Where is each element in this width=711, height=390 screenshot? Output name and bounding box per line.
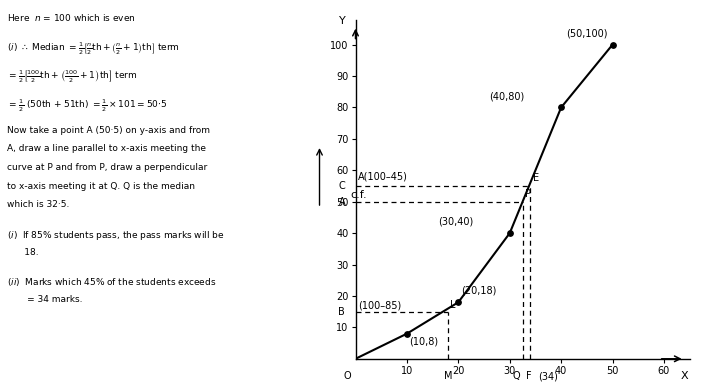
Text: which is 32·5.: which is 32·5. [7, 200, 70, 209]
Text: P: P [525, 189, 531, 199]
Text: $(ii)$  Marks which 45% of the students exceeds: $(ii)$ Marks which 45% of the students e… [7, 276, 216, 288]
Text: B: B [338, 307, 346, 317]
Text: E: E [533, 173, 539, 183]
Point [401, 331, 412, 337]
Text: = 34 marks.: = 34 marks. [7, 295, 82, 304]
Text: (34): (34) [538, 371, 558, 381]
Text: c.f.: c.f. [351, 190, 368, 200]
Text: Y: Y [339, 16, 346, 26]
Text: 18.: 18. [7, 248, 38, 257]
Text: (50,100): (50,100) [566, 28, 607, 38]
Text: O: O [344, 371, 352, 381]
Text: X: X [680, 371, 688, 381]
Text: F: F [526, 371, 532, 381]
Text: Now take a point A (50·5) on y-axis and from: Now take a point A (50·5) on y-axis and … [7, 126, 210, 135]
Text: (40,80): (40,80) [489, 91, 525, 101]
Text: (10,8): (10,8) [410, 336, 439, 346]
Text: (100–85): (100–85) [358, 300, 401, 310]
Text: (20,18): (20,18) [461, 286, 496, 296]
Text: $(i)$ $\therefore$ Median $= \frac{1}{2}\left[\frac{n}{2}\mathrm{th}+\left(\frac: $(i)$ $\therefore$ Median $= \frac{1}{2}… [7, 40, 180, 57]
Point [453, 299, 464, 305]
Text: curve at P and from P, draw a perpendicular: curve at P and from P, draw a perpendicu… [7, 163, 208, 172]
Text: A: A [338, 197, 346, 207]
Point [555, 105, 567, 111]
Text: C: C [338, 181, 346, 191]
Text: $(i)$  If 85% students pass, the pass marks will be: $(i)$ If 85% students pass, the pass mar… [7, 229, 225, 242]
Text: to x-axis meeting it at Q. Q is the median: to x-axis meeting it at Q. Q is the medi… [7, 182, 195, 191]
Text: A(100–45): A(100–45) [358, 171, 408, 181]
Text: M: M [444, 371, 452, 381]
Text: Q: Q [513, 371, 520, 381]
Point [607, 41, 619, 48]
Text: Here  $n$ = 100 which is even: Here $n$ = 100 which is even [7, 12, 136, 23]
Text: (30,40): (30,40) [438, 217, 473, 227]
Text: L: L [449, 300, 455, 310]
Text: $= \frac{1}{2}\left[\frac{100}{2}\mathrm{th}+\left(\frac{100}{2}+1\right)\mathrm: $= \frac{1}{2}\left[\frac{100}{2}\mathrm… [7, 69, 138, 85]
Point [504, 230, 515, 236]
Text: $= \frac{1}{2}$ (50th + 51th) $= \frac{1}{2} \times 101 = 50{\cdot}5$: $= \frac{1}{2}$ (50th + 51th) $= \frac{1… [7, 97, 167, 114]
Text: A, draw a line parallel to x-axis meeting the: A, draw a line parallel to x-axis meetin… [7, 144, 206, 153]
